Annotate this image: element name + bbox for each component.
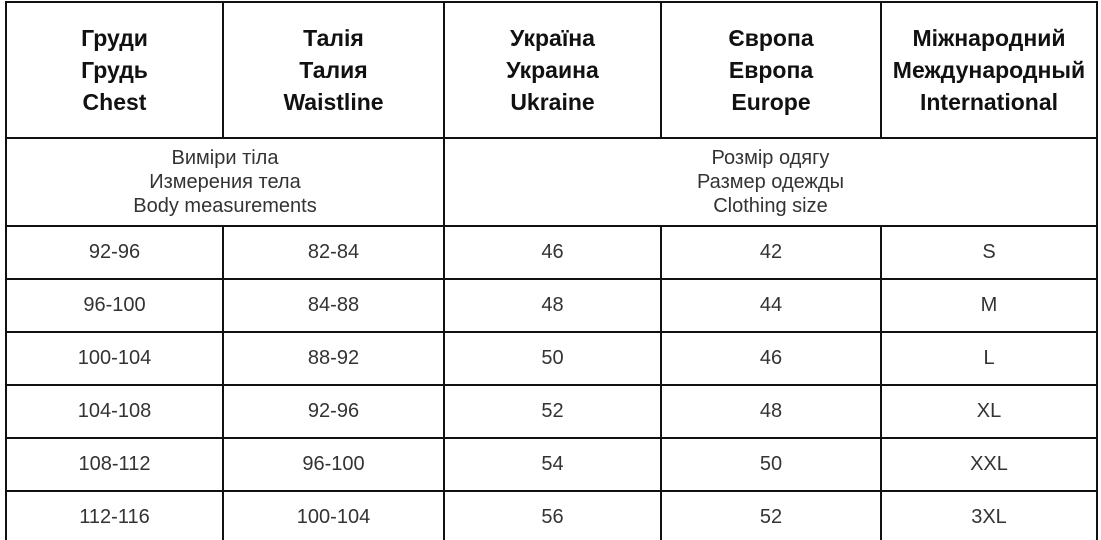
size-cell: 42 xyxy=(660,225,882,280)
header-text: Waistline xyxy=(283,89,384,115)
size-row: 108-112 96-100 54 50 XXL xyxy=(5,437,1098,492)
header-cell: Міжнародний Международный International xyxy=(880,1,1098,139)
header-text: Україна xyxy=(510,25,595,51)
header-text: Европа xyxy=(728,57,814,83)
size-cell: 46 xyxy=(443,225,662,280)
size-row: 92-96 82-84 46 42 S xyxy=(5,225,1098,280)
size-cell: 52 xyxy=(660,490,882,540)
size-cell: 100-104 xyxy=(5,331,224,386)
group-text: Виміри тіла xyxy=(171,147,279,169)
header-text: Груди xyxy=(81,25,148,51)
size-cell: 48 xyxy=(443,278,662,333)
header-cell: Європа Европа Europe xyxy=(660,1,882,139)
size-cell: 96-100 xyxy=(222,437,445,492)
group-text: Clothing size xyxy=(713,195,828,217)
size-cell: 50 xyxy=(443,331,662,386)
size-cell: 56 xyxy=(443,490,662,540)
size-row: 96-100 84-88 48 44 M xyxy=(5,278,1098,333)
header-text: International xyxy=(919,89,1058,115)
group-text: Измерения тела xyxy=(149,171,301,193)
size-cell: 3XL xyxy=(880,490,1098,540)
size-cell: 104-108 xyxy=(5,384,224,439)
header-text: Международный xyxy=(892,57,1086,83)
size-row: 112-116 100-104 56 52 3XL xyxy=(5,490,1098,540)
size-cell: L xyxy=(880,331,1098,386)
size-cell: 46 xyxy=(660,331,882,386)
size-cell: 84-88 xyxy=(222,278,445,333)
size-cell: 44 xyxy=(660,278,882,333)
size-cell: 48 xyxy=(660,384,882,439)
group-text: Розмір одягу xyxy=(711,147,830,169)
size-cell: 50 xyxy=(660,437,882,492)
header-text: Europe xyxy=(731,89,811,115)
size-cell: 96-100 xyxy=(5,278,224,333)
size-row: 100-104 88-92 50 46 L xyxy=(5,331,1098,386)
header-text: Chest xyxy=(82,89,147,115)
group-text: Размер одежды xyxy=(697,171,844,193)
group-text: Body measurements xyxy=(133,195,317,217)
header-cell: Груди Грудь Chest xyxy=(5,1,224,139)
size-cell: 112-116 xyxy=(5,490,224,540)
size-cell: 108-112 xyxy=(5,437,224,492)
header-text: Європа xyxy=(728,25,814,51)
size-cell: 82-84 xyxy=(222,225,445,280)
size-cell: 52 xyxy=(443,384,662,439)
size-cell: 54 xyxy=(443,437,662,492)
group-cell: Виміри тіла Измерения тела Body measuremen… xyxy=(5,137,445,227)
header-text: Ukraine xyxy=(510,89,595,115)
header-text: Талія xyxy=(303,25,364,51)
header-cell: Талія Талия Waistline xyxy=(222,1,445,139)
size-cell: XXL xyxy=(880,437,1098,492)
size-row: 104-108 92-96 52 48 XL xyxy=(5,384,1098,439)
size-cell: 92-96 xyxy=(222,384,445,439)
group-row: Виміри тіла Измерения тела Body measuremen… xyxy=(5,137,1098,227)
header-text: Грудь xyxy=(81,57,148,83)
header-cell: Україна Украина Ukraine xyxy=(443,1,662,139)
size-cell: M xyxy=(880,278,1098,333)
size-cell: 92-96 xyxy=(5,225,224,280)
size-cell: 100-104 xyxy=(222,490,445,540)
header-text: Міжнародний xyxy=(912,25,1066,51)
size-cell: XL xyxy=(880,384,1098,439)
header-text: Талия xyxy=(299,57,368,83)
header-row: Груди Грудь Chest Талія Талия Waistline Україн… xyxy=(5,1,1098,139)
size-cell: 88-92 xyxy=(222,331,445,386)
group-cell: Розмір одягу Размер одежды Clothing size xyxy=(443,137,1098,227)
size-table: Груди Грудь Chest Талія Талия Waistline Україн… xyxy=(5,1,1098,540)
size-cell: S xyxy=(880,225,1098,280)
header-text: Украина xyxy=(506,57,599,83)
